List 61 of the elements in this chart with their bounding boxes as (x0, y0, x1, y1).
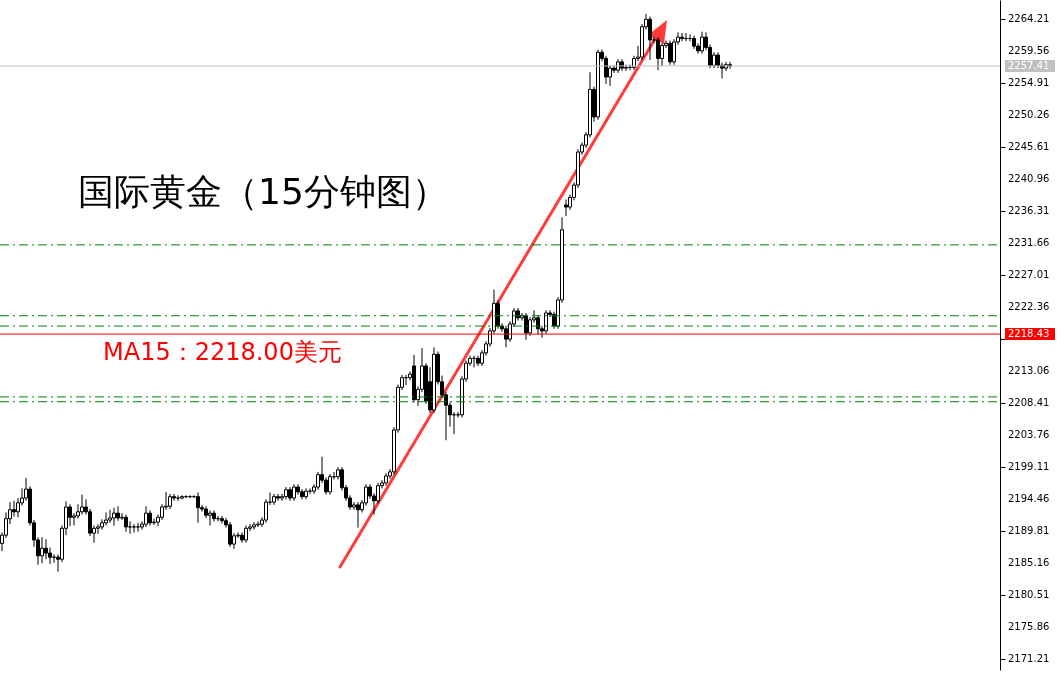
y-tick-label: 2227.01 (1008, 269, 1050, 281)
candlestick (104, 511, 108, 527)
annotation: MA15：2218.00美元 (103, 338, 342, 366)
candlestick (80, 494, 84, 516)
candlestick (524, 312, 528, 341)
candlestick (196, 492, 200, 524)
candlestick (68, 503, 72, 527)
candlestick (308, 487, 312, 495)
candlestick (668, 40, 672, 66)
y-tick-label: 2180.51 (1008, 588, 1050, 600)
candlestick (352, 501, 356, 511)
candlestick (660, 42, 664, 67)
text: 国际黄金（15分钟图） (78, 171, 448, 212)
ref-line-label: 2257.41 (1008, 59, 1050, 71)
y-tick-label: 2236.31 (1008, 205, 1050, 217)
candlestick (208, 509, 212, 527)
candlestick (108, 509, 112, 524)
y-tick-label: 2175.86 (1008, 620, 1050, 632)
candlestick (132, 523, 136, 533)
y-tick-label: 2222.36 (1008, 301, 1050, 313)
candlestick (220, 515, 224, 524)
candlestick (12, 500, 16, 518)
y-tick-label: 2185.16 (1008, 556, 1050, 568)
candlestick (252, 521, 256, 531)
y-tick-label: 2194.46 (1008, 492, 1050, 504)
candlestick (44, 538, 48, 560)
y-tick-label: 2208.41 (1008, 397, 1050, 409)
y-tick-label: 2213.06 (1008, 365, 1050, 377)
y-tick-label: 2199.11 (1008, 461, 1050, 473)
y-tick-label: 2250.26 (1008, 109, 1050, 121)
candlestick (564, 198, 568, 217)
candlestick (176, 494, 180, 502)
candlestick (544, 309, 548, 335)
candlestick (656, 36, 660, 71)
ref-line-label: 2218.43 (1008, 328, 1050, 340)
y-tick-label: 2240.96 (1008, 173, 1050, 185)
candlestick (136, 522, 140, 533)
candlestick (648, 16, 652, 61)
candlestick (112, 507, 116, 527)
candlestick (240, 531, 244, 544)
y-tick-label: 2231.66 (1008, 237, 1050, 249)
candlestick (276, 493, 280, 502)
candlestick (328, 473, 332, 496)
candlestick (40, 536, 44, 564)
candlestick (356, 501, 360, 529)
candlestick (228, 521, 232, 548)
candlestick (128, 520, 132, 535)
y-tick-label: 2171.21 (1008, 652, 1050, 664)
y-tick-label: 2203.76 (1008, 429, 1050, 441)
candlestick (680, 32, 684, 42)
candlestick (296, 483, 300, 496)
y-tick-label: 2245.61 (1008, 141, 1050, 153)
candlestick (212, 509, 216, 522)
candlestick (116, 505, 120, 522)
y-tick-label: 2189.81 (1008, 524, 1050, 536)
y-tick-label: 2264.21 (1008, 13, 1050, 25)
y-tick-label: 2259.56 (1008, 45, 1050, 57)
candlestick (256, 520, 260, 528)
y-tick-label: 2254.91 (1008, 77, 1050, 89)
candlestick (700, 31, 704, 55)
candlestick (144, 505, 148, 528)
